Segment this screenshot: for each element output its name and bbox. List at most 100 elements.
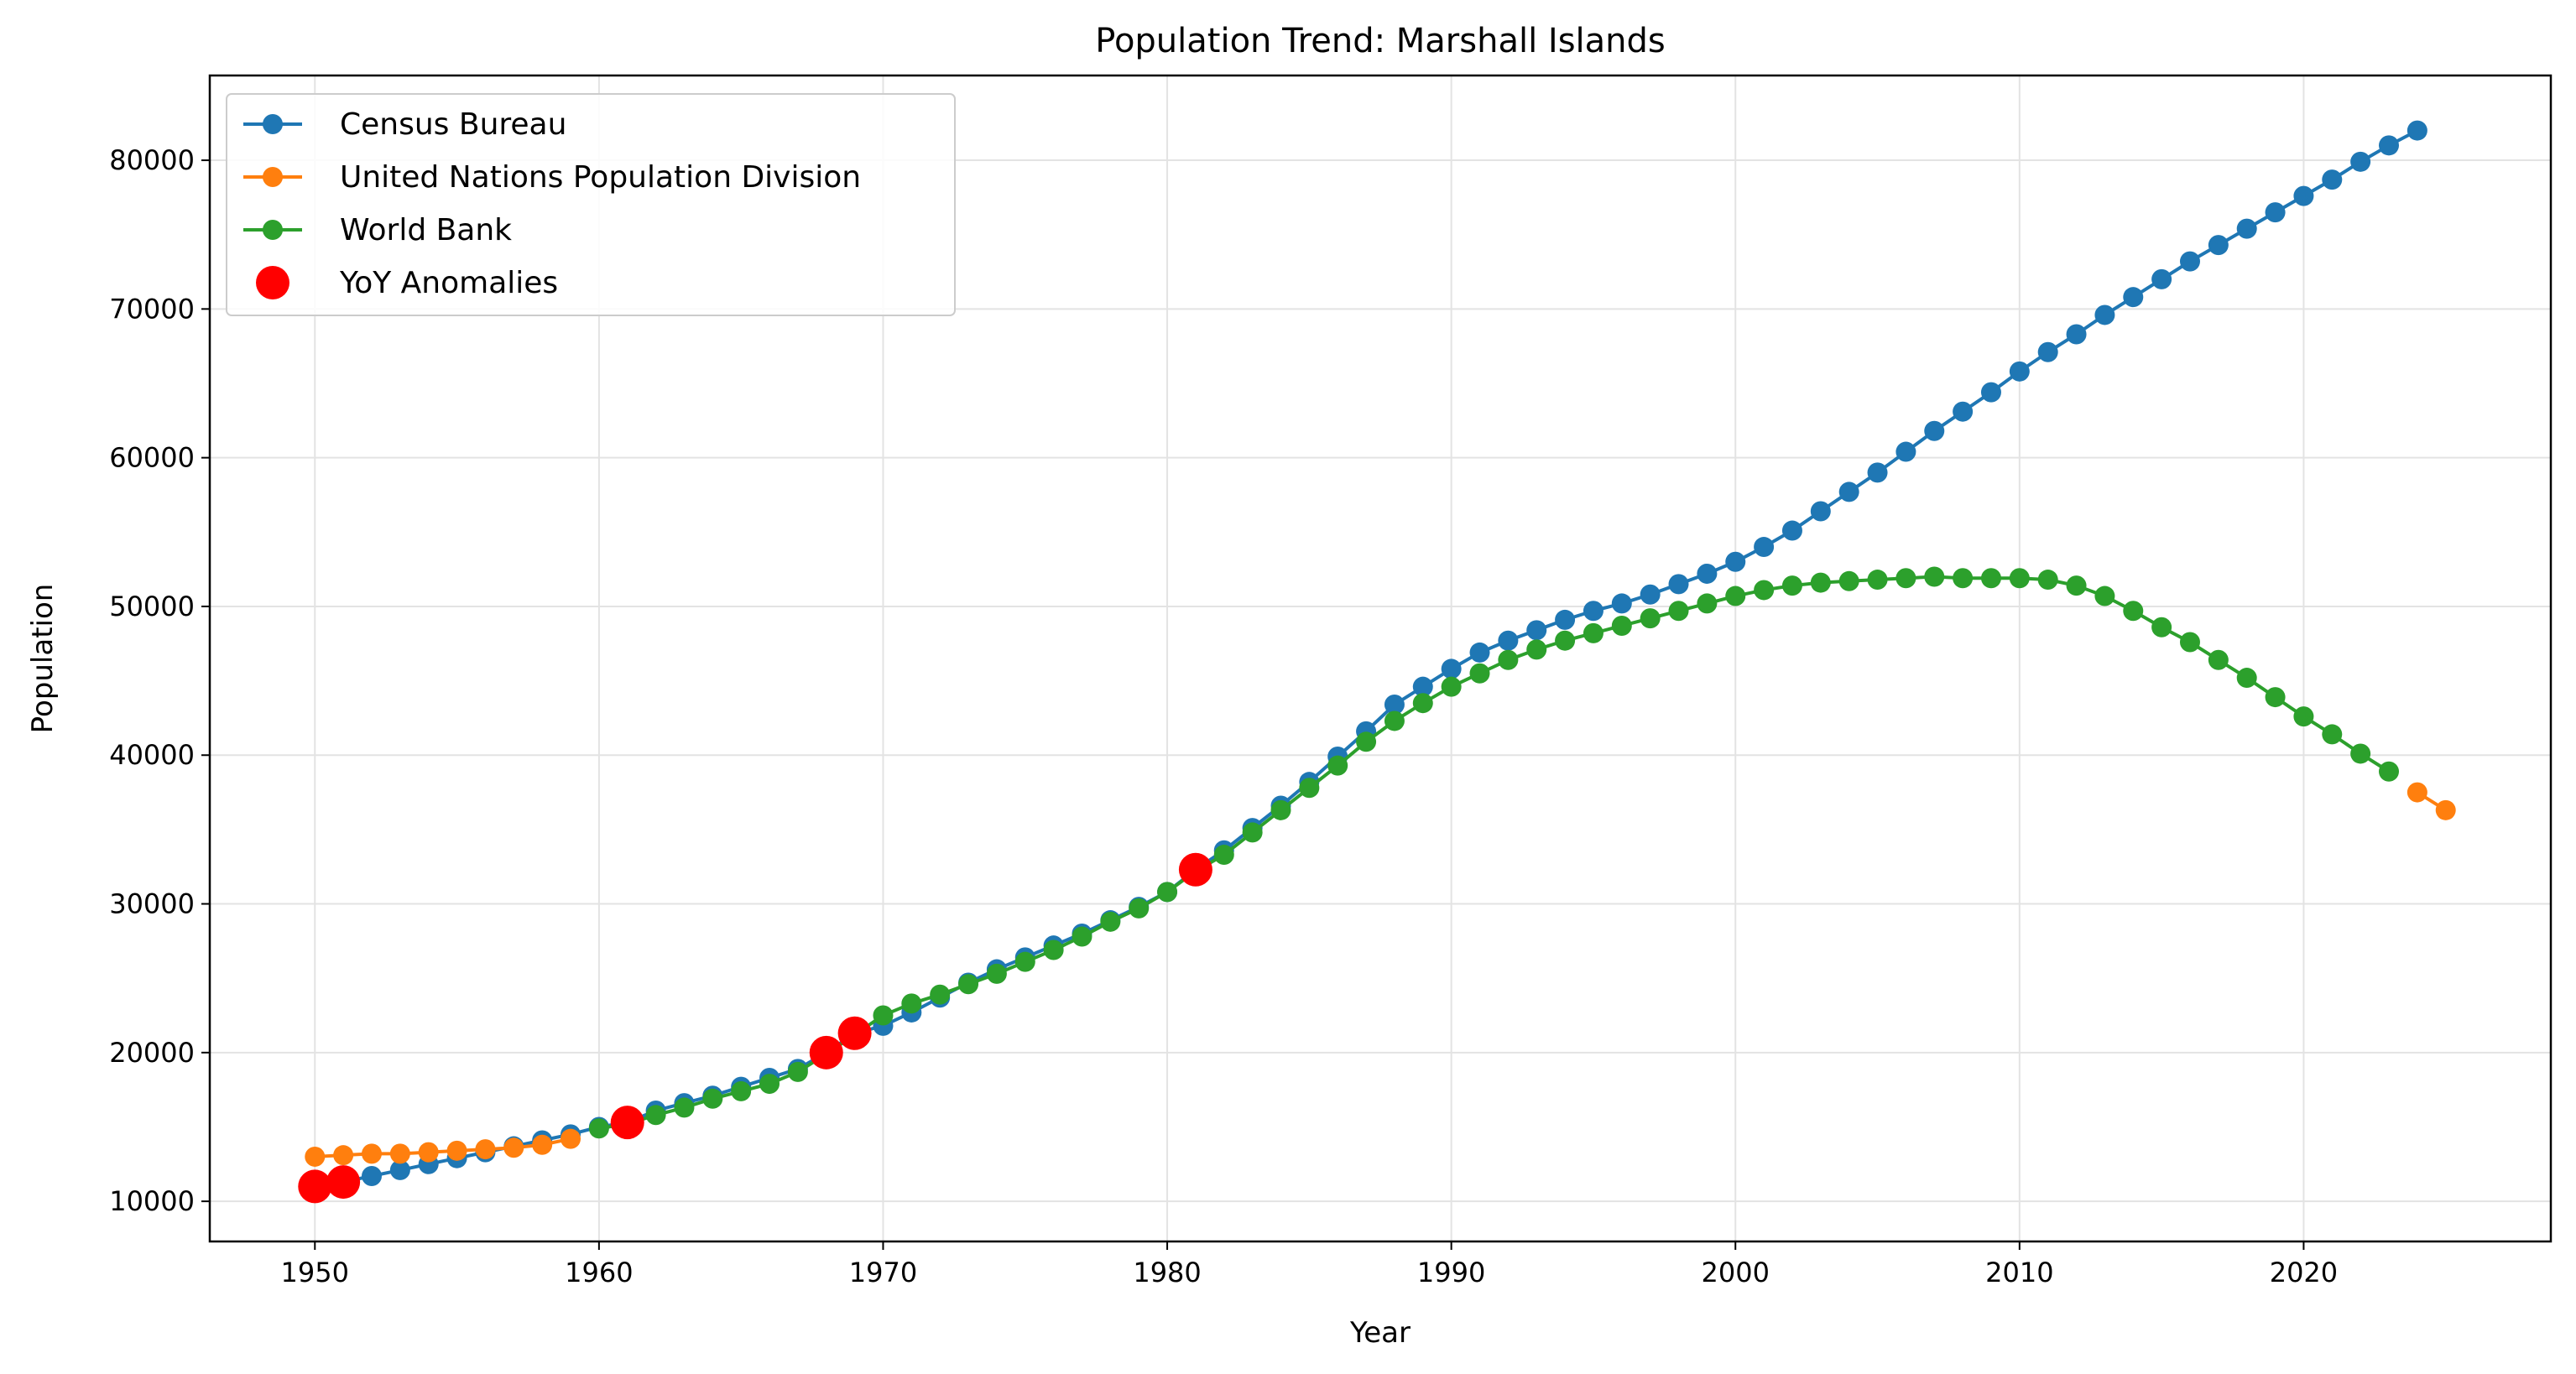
legend: Census Bureau United Nations Population D…	[226, 93, 956, 316]
x-tick-label: 2010	[1985, 1257, 2053, 1288]
data-point	[787, 1061, 808, 1082]
data-point	[1953, 568, 1974, 589]
data-point	[2151, 268, 2172, 289]
grid	[210, 75, 2551, 1241]
data-point	[1412, 676, 1433, 697]
legend-label: World Bank	[340, 213, 512, 247]
anomaly-point	[298, 1169, 332, 1204]
series-line	[315, 1137, 571, 1158]
y-tick-label: 70000	[109, 293, 195, 325]
data-point	[2066, 324, 2087, 345]
data-point	[1384, 710, 1405, 731]
data-point	[1640, 584, 1661, 605]
series-world-bank	[588, 566, 2400, 1139]
data-point	[2037, 341, 2058, 362]
data-point	[475, 1139, 496, 1160]
x-tick-label: 1980	[1133, 1257, 1201, 1288]
data-point	[1555, 609, 1576, 630]
data-point	[2179, 632, 2200, 653]
data-point	[1924, 566, 1945, 587]
data-point	[2179, 251, 2200, 272]
x-tick-label: 1960	[565, 1257, 633, 1288]
data-point	[1924, 420, 1945, 441]
data-point	[1469, 663, 1490, 684]
x-tick-label: 1970	[849, 1257, 917, 1288]
data-point	[1213, 845, 1234, 866]
data-point	[1725, 551, 1746, 572]
data-point	[2350, 743, 2371, 764]
legend-label: United Nations Population Division	[340, 160, 861, 195]
data-point	[1412, 693, 1433, 714]
data-point	[958, 974, 979, 995]
legend-marker	[263, 220, 283, 240]
data-point	[1838, 570, 1859, 591]
x-tick-label: 1950	[281, 1257, 349, 1288]
data-point	[1555, 630, 1576, 651]
data-point	[1668, 574, 1689, 595]
data-point	[588, 1118, 609, 1139]
x-tick-label: 1990	[1417, 1257, 1485, 1288]
data-point	[2350, 151, 2371, 172]
data-point	[1270, 799, 1291, 820]
data-point	[532, 1134, 553, 1155]
data-point	[645, 1105, 666, 1126]
y-tick-label: 20000	[109, 1037, 195, 1069]
data-point	[2066, 575, 2087, 596]
data-point	[2407, 120, 2427, 141]
anomaly-point	[610, 1106, 644, 1140]
plot-frame	[208, 74, 2553, 1243]
data-point	[1129, 898, 1150, 919]
data-point	[1895, 441, 1916, 462]
anomaly-point	[326, 1165, 361, 1200]
series-line	[598, 575, 2391, 1131]
data-point	[1299, 778, 1320, 799]
chart-title: Population Trend: Marshall Islands	[1095, 22, 1666, 60]
legend-marker	[263, 167, 283, 187]
data-point	[1810, 501, 1831, 522]
data-point	[1697, 563, 1718, 584]
data-point	[1043, 939, 1064, 960]
data-point	[1611, 615, 1632, 636]
data-point	[2435, 799, 2456, 820]
data-point	[1781, 520, 1802, 541]
data-point	[1356, 731, 1377, 752]
data-point	[2379, 135, 2400, 156]
anomaly-point	[809, 1035, 843, 1070]
series-yoy-anomalies	[298, 852, 1212, 1204]
data-point	[1980, 568, 2001, 589]
data-point	[2009, 568, 2030, 589]
data-point	[1754, 580, 1775, 601]
data-point	[1980, 382, 2001, 403]
data-point	[389, 1143, 410, 1164]
data-point	[2293, 185, 2314, 206]
y-tick-label: 40000	[109, 739, 195, 771]
data-point	[930, 984, 951, 1005]
data-point	[1781, 575, 1802, 596]
data-point	[2407, 782, 2427, 803]
data-point	[731, 1080, 752, 1101]
data-point	[2037, 570, 2058, 591]
data-point	[2322, 169, 2343, 190]
data-point	[2009, 361, 2030, 382]
data-point	[389, 1159, 410, 1180]
data-point	[2236, 218, 2257, 239]
data-point	[1895, 568, 1916, 589]
data-point	[2322, 724, 2343, 745]
series-census-bureau	[305, 120, 2427, 1197]
legend-label: YoY Anomalies	[339, 266, 558, 300]
data-point	[1697, 593, 1718, 614]
legend-label: Census Bureau	[340, 107, 566, 142]
data-point	[2151, 617, 2172, 638]
data-point	[1754, 537, 1775, 558]
data-point	[1157, 882, 1178, 903]
data-point	[1583, 601, 1603, 622]
data-point	[1526, 639, 1547, 660]
legend-box	[226, 93, 956, 316]
data-point	[561, 1128, 581, 1149]
data-point	[1611, 593, 1632, 614]
data-point	[2293, 706, 2314, 727]
y-tick-label: 30000	[109, 888, 195, 920]
data-point	[1498, 649, 1519, 670]
data-point	[1838, 481, 1859, 502]
data-point	[1242, 822, 1263, 843]
